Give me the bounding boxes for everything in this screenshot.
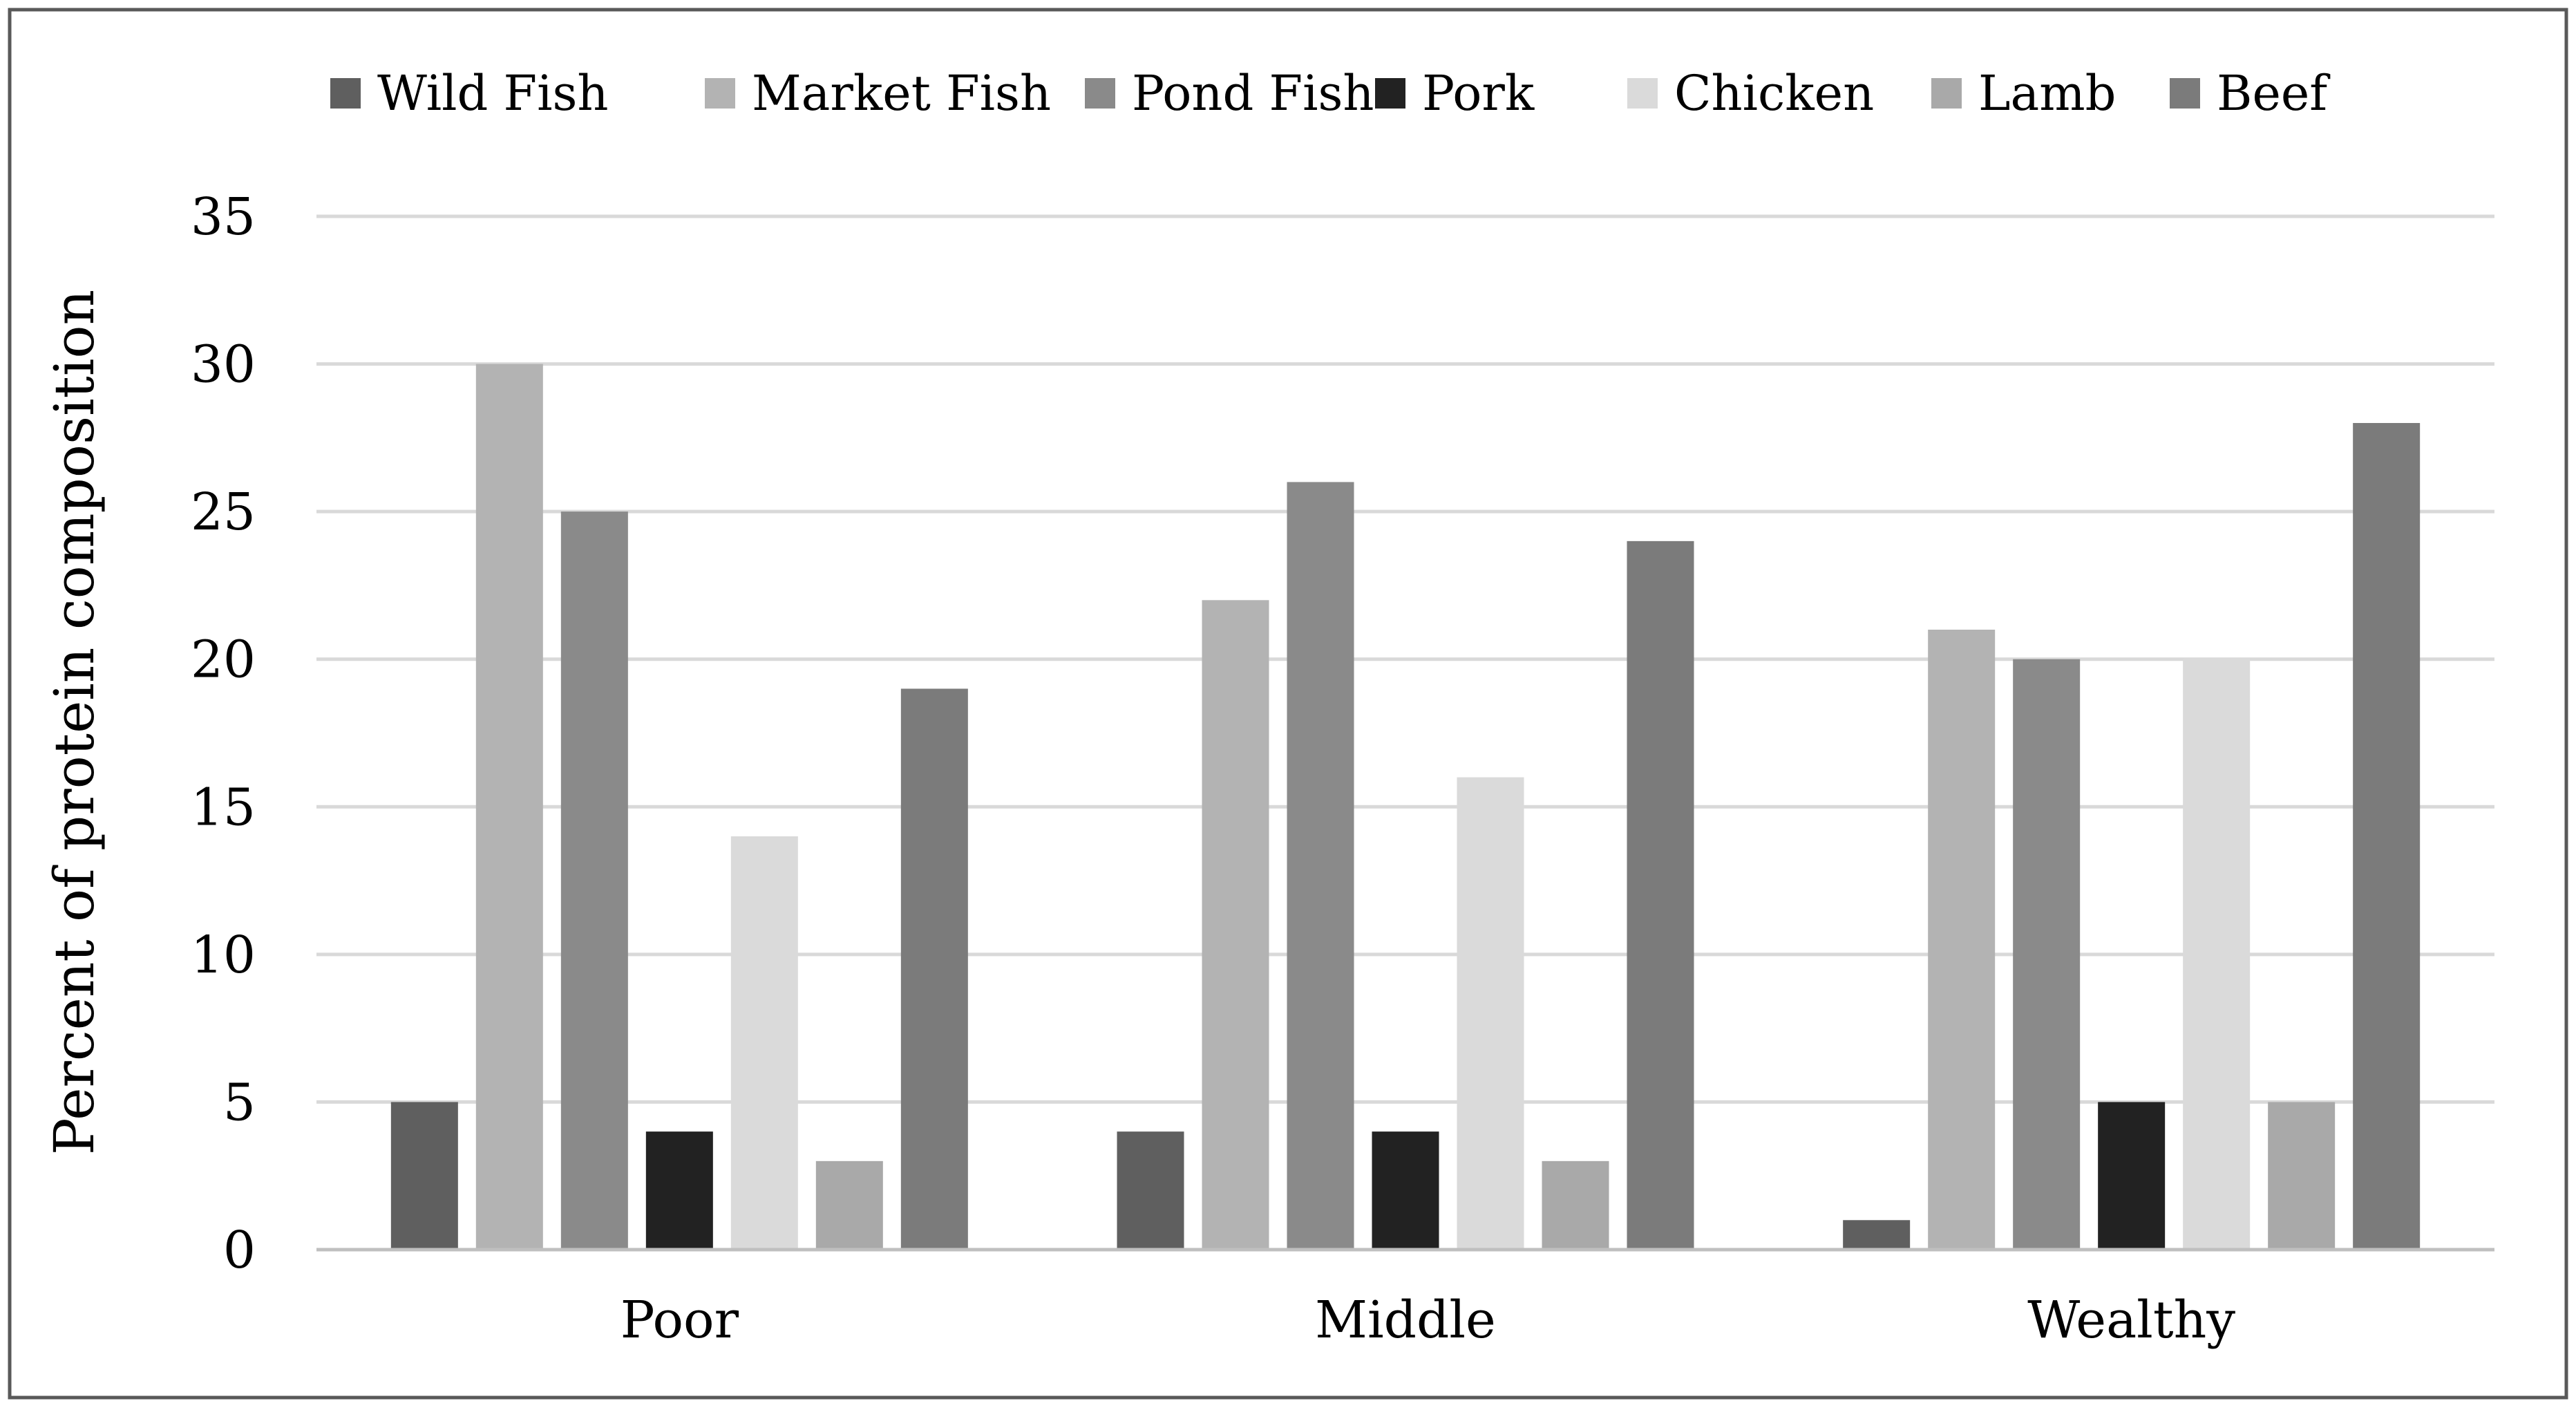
axes: 0 5 10 15 20 25 30 35 Poor Middle Wealthy [191, 187, 2494, 1350]
legend-swatch-beef [2170, 78, 2200, 109]
x-category-label: Wealthy [2027, 1290, 2235, 1350]
y-tick-label: 25 [191, 482, 256, 542]
legend-label-pork: Pork [1422, 65, 1535, 122]
y-tick-label: 30 [191, 335, 256, 395]
bar-market-fish-wealthy [1928, 630, 1996, 1250]
bar-wild-fish-poor [390, 1102, 458, 1250]
legend-label-market-fish: Market Fish [752, 65, 1051, 122]
bar-market-fish-poor [475, 364, 543, 1250]
bar-lamb-middle [1542, 1160, 1609, 1250]
y-tick-label: 15 [191, 778, 256, 837]
bar-pond-fish-poor [560, 511, 628, 1250]
bar-pond-fish-wealthy [2013, 659, 2081, 1250]
legend-swatch-pork [1375, 78, 1405, 109]
legend-label-wild-fish: Wild Fish [377, 65, 609, 122]
y-tick-label: 5 [223, 1073, 256, 1132]
y-tick-label: 20 [191, 630, 256, 690]
x-category-label: Poor [621, 1290, 739, 1350]
legend-swatch-pond-fish [1085, 78, 1115, 109]
bar-lamb-poor [815, 1160, 883, 1250]
bar-beef-poor [900, 688, 968, 1250]
legend-label-chicken: Chicken [1674, 65, 1874, 122]
bar-pork-middle [1372, 1131, 1439, 1250]
legend: Wild Fish Market Fish Pond Fish Pork Chicken… [330, 65, 2331, 122]
legend-swatch-market-fish [705, 78, 735, 109]
y-tick-label: 0 [223, 1221, 256, 1280]
y-axis-label: Percent of protein composition [42, 290, 106, 1155]
x-category-label: Middle [1315, 1290, 1496, 1350]
y-tick-label: 35 [191, 187, 256, 247]
bar-market-fish-middle [1202, 600, 1269, 1250]
bars [390, 364, 2421, 1250]
bar-beef-wealthy [2353, 423, 2421, 1250]
legend-label-pond-fish: Pond Fish [1132, 65, 1374, 122]
bar-pork-wealthy [2098, 1102, 2166, 1250]
bar-chicken-wealthy [2183, 659, 2251, 1250]
legend-label-beef: Beef [2217, 65, 2331, 122]
legend-swatch-wild-fish [330, 78, 361, 109]
legend-label-lamb: Lamb [1978, 65, 2116, 122]
bar-pork-poor [645, 1131, 713, 1250]
bar-wild-fish-wealthy [1843, 1220, 1911, 1250]
bar-chicken-poor [730, 836, 798, 1250]
legend-swatch-chicken [1627, 78, 1658, 109]
bar-chicken-middle [1457, 777, 1524, 1250]
bar-lamb-wealthy [2268, 1102, 2336, 1250]
bar-wild-fish-middle [1117, 1131, 1184, 1250]
bar-beef-middle [1627, 540, 1694, 1250]
legend-swatch-lamb [1931, 78, 1962, 109]
bar-pond-fish-middle [1287, 482, 1354, 1250]
y-tick-label: 10 [191, 925, 256, 985]
